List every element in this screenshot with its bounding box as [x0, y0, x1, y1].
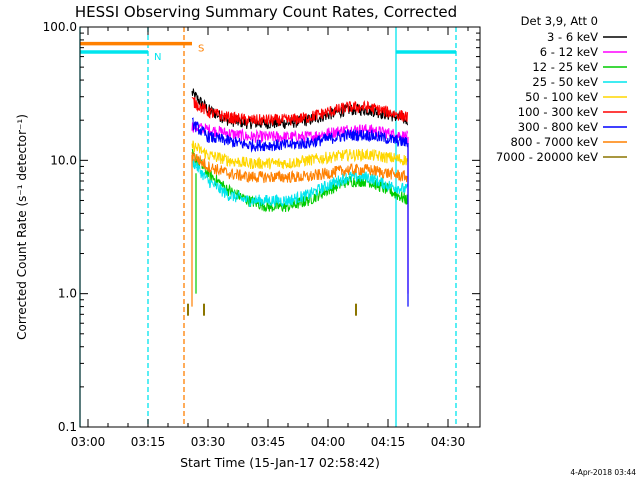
x-tick-label-4: 04:00	[311, 435, 346, 449]
flag-bars: NS	[80, 41, 456, 63]
series-line-3	[191, 156, 408, 208]
series-line-5	[191, 96, 408, 127]
legend-label-7: 800 - 7000 keV	[510, 135, 598, 149]
x-axis-label: Start Time (15-Jan-17 02:58:42)	[180, 455, 380, 470]
y-tick-label-3: 0.1	[58, 420, 77, 434]
chart-title: HESSI Observing Summary Count Rates, Cor…	[75, 3, 457, 21]
legend-label-0: 3 - 6 keV	[547, 30, 598, 44]
flag-label-s: S	[198, 44, 204, 55]
legend-label-1: 6 - 12 keV	[540, 45, 598, 59]
legend-label-6: 300 - 800 keV	[518, 120, 598, 134]
flag-label-n: N	[154, 52, 161, 63]
legend-label-8: 7000 - 20000 keV	[496, 150, 598, 164]
legend-label-2: 12 - 25 keV	[532, 60, 598, 74]
series-line-4	[191, 140, 408, 170]
series-line-7	[191, 152, 408, 184]
series-line-0	[191, 88, 408, 130]
footer-timestamp: 4-Apr-2018 03:44	[570, 468, 636, 477]
plot-frame	[79, 26, 481, 428]
axes: 100.0 10.0 1.0 0.103:00 03:15 03:30 03:45 04:00…	[43, 20, 480, 449]
y-axis-label: Corrected Count Rate (s⁻¹ detector⁻¹)	[15, 114, 29, 340]
legend-label-3: 25 - 50 keV	[532, 75, 598, 89]
x-tick-label-1: 03:15	[131, 435, 166, 449]
x-tick-label-5: 04:15	[371, 435, 406, 449]
x-tick-label-0: 03:00	[71, 435, 106, 449]
x-tick-label-3: 03:45	[251, 435, 286, 449]
legend-title: Det 3,9, Att 0	[521, 14, 598, 28]
y-tick-label-0: 100.0	[43, 20, 77, 34]
y-tick-label-1: 10.0	[50, 153, 77, 167]
legend-label-4: 50 - 100 keV	[525, 90, 598, 104]
series-line-6	[192, 117, 408, 153]
x-tick-label-6: 04:30	[431, 435, 466, 449]
y-tick-label-2: 1.0	[58, 287, 77, 301]
series-traces	[187, 88, 409, 316]
x-tick-label-2: 03:30	[191, 435, 226, 449]
legend-label-5: 100 - 300 keV	[518, 105, 598, 119]
